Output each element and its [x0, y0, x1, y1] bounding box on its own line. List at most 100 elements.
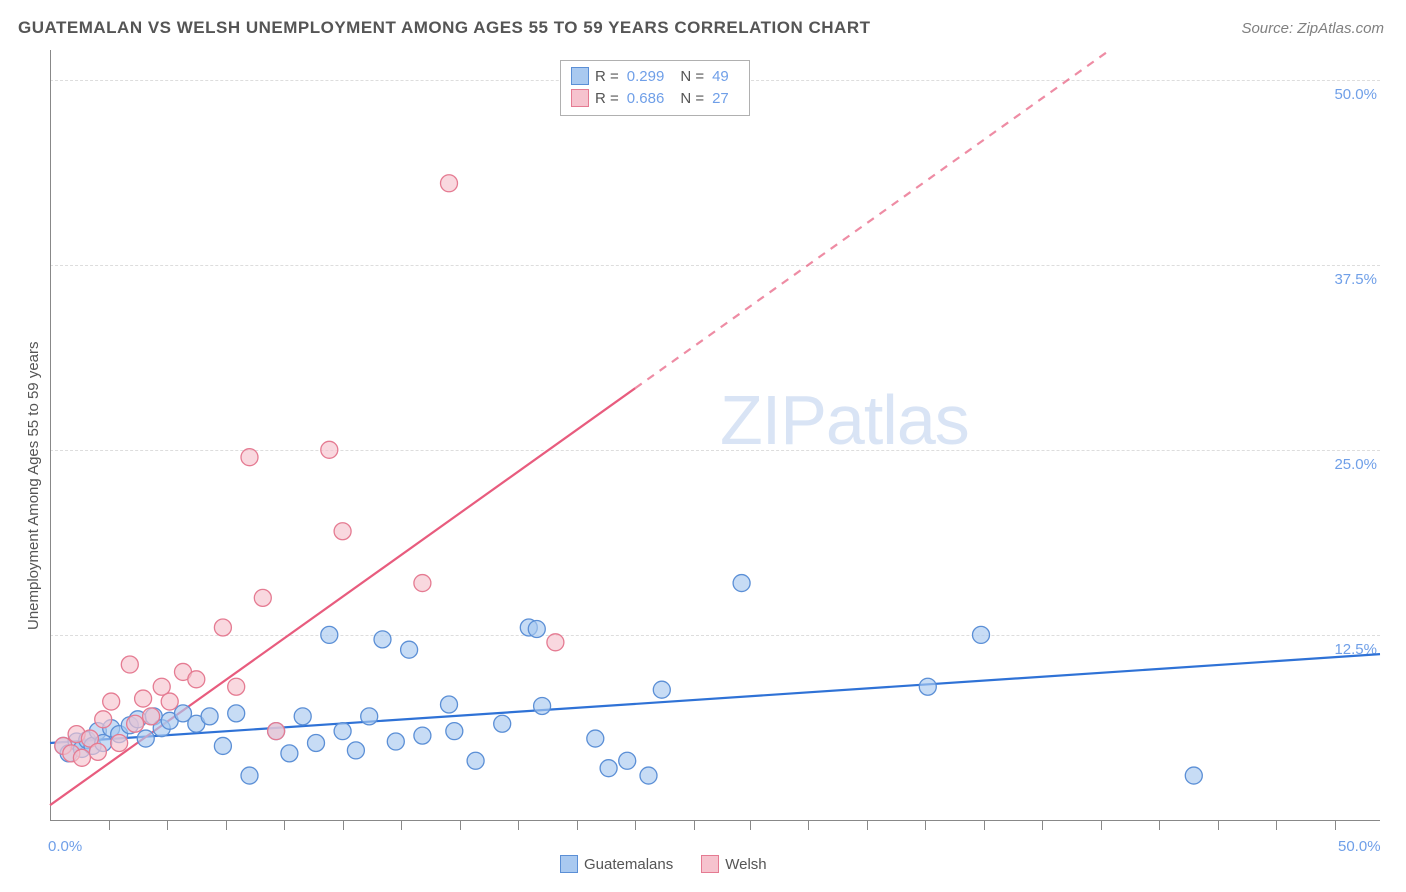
data-point — [640, 767, 657, 784]
data-point — [214, 619, 231, 636]
x-axis-line — [50, 820, 1380, 821]
scatter-plot-svg — [50, 50, 1380, 820]
data-point — [414, 575, 431, 592]
data-point — [137, 730, 154, 747]
x-tick — [694, 820, 695, 830]
data-point — [528, 620, 545, 637]
legend-r-value: 0.299 — [627, 68, 665, 85]
x-tick — [925, 820, 926, 830]
legend-swatch — [560, 855, 578, 873]
data-point — [374, 631, 391, 648]
x-tick — [1042, 820, 1043, 830]
x-tick-label: 50.0% — [1338, 838, 1381, 855]
data-point — [111, 735, 128, 752]
data-point — [1185, 767, 1202, 784]
legend-series-label: Welsh — [725, 856, 766, 873]
legend-n-label: N = — [680, 68, 704, 85]
data-point — [446, 723, 463, 740]
data-point — [201, 708, 218, 725]
x-tick — [518, 820, 519, 830]
x-tick — [284, 820, 285, 830]
data-point — [653, 681, 670, 698]
data-point — [587, 730, 604, 747]
legend-series: Guatemalans Welsh — [560, 855, 767, 873]
data-point — [321, 626, 338, 643]
legend-n-label: N = — [680, 90, 704, 107]
data-point — [973, 626, 990, 643]
legend-r-label: R = — [595, 90, 619, 107]
data-point — [334, 723, 351, 740]
data-point — [143, 708, 160, 725]
data-point — [294, 708, 311, 725]
x-tick — [109, 820, 110, 830]
data-point — [387, 733, 404, 750]
data-point — [401, 641, 418, 658]
data-point — [135, 690, 152, 707]
legend-swatch — [571, 67, 589, 85]
data-point — [188, 671, 205, 688]
data-point — [619, 752, 636, 769]
data-point — [547, 634, 564, 651]
x-tick — [1335, 820, 1336, 830]
data-point — [254, 589, 271, 606]
data-point — [441, 696, 458, 713]
legend-stats-row: R = 0.686 N = 27 — [571, 87, 739, 109]
data-point — [600, 760, 617, 777]
source-attribution: Source: ZipAtlas.com — [1241, 20, 1384, 37]
x-tick — [343, 820, 344, 830]
y-axis-label: Unemployment Among Ages 55 to 59 years — [25, 341, 42, 630]
data-point — [228, 705, 245, 722]
data-point — [321, 441, 338, 458]
data-point — [121, 656, 138, 673]
data-point — [228, 678, 245, 695]
legend-swatch — [701, 855, 719, 873]
data-point — [127, 715, 144, 732]
data-point — [494, 715, 511, 732]
data-point — [95, 711, 112, 728]
data-point — [161, 693, 178, 710]
x-tick — [1159, 820, 1160, 830]
trend-line — [50, 654, 1380, 743]
data-point — [467, 752, 484, 769]
x-tick — [460, 820, 461, 830]
data-point — [347, 742, 364, 759]
x-tick — [635, 820, 636, 830]
x-tick — [401, 820, 402, 830]
data-point — [361, 708, 378, 725]
data-point — [73, 749, 90, 766]
legend-r-label: R = — [595, 68, 619, 85]
x-tick — [984, 820, 985, 830]
legend-n-value: 49 — [712, 68, 729, 85]
x-tick-label: 0.0% — [48, 838, 82, 855]
data-point — [308, 735, 325, 752]
data-point — [414, 727, 431, 744]
data-point — [334, 523, 351, 540]
legend-series-item: Guatemalans — [560, 855, 673, 873]
x-tick — [167, 820, 168, 830]
x-tick — [808, 820, 809, 830]
legend-r-value: 0.686 — [627, 90, 665, 107]
data-point — [214, 737, 231, 754]
x-tick — [1276, 820, 1277, 830]
data-point — [268, 723, 285, 740]
data-point — [919, 678, 936, 695]
data-point — [89, 743, 106, 760]
chart-title: GUATEMALAN VS WELSH UNEMPLOYMENT AMONG A… — [18, 18, 870, 38]
legend-series-item: Welsh — [701, 855, 766, 873]
x-tick — [577, 820, 578, 830]
data-point — [281, 745, 298, 762]
legend-n-value: 27 — [712, 90, 729, 107]
x-tick — [1218, 820, 1219, 830]
data-point — [241, 449, 258, 466]
data-point — [534, 697, 551, 714]
x-tick — [867, 820, 868, 830]
x-tick — [1101, 820, 1102, 830]
legend-stats-row: R = 0.299 N = 49 — [571, 65, 739, 87]
x-tick — [750, 820, 751, 830]
data-point — [103, 693, 120, 710]
legend-swatch — [571, 89, 589, 107]
data-point — [241, 767, 258, 784]
data-point — [441, 175, 458, 192]
legend-stats-box: R = 0.299 N = 49 R = 0.686 N = 27 — [560, 60, 750, 116]
x-tick — [226, 820, 227, 830]
